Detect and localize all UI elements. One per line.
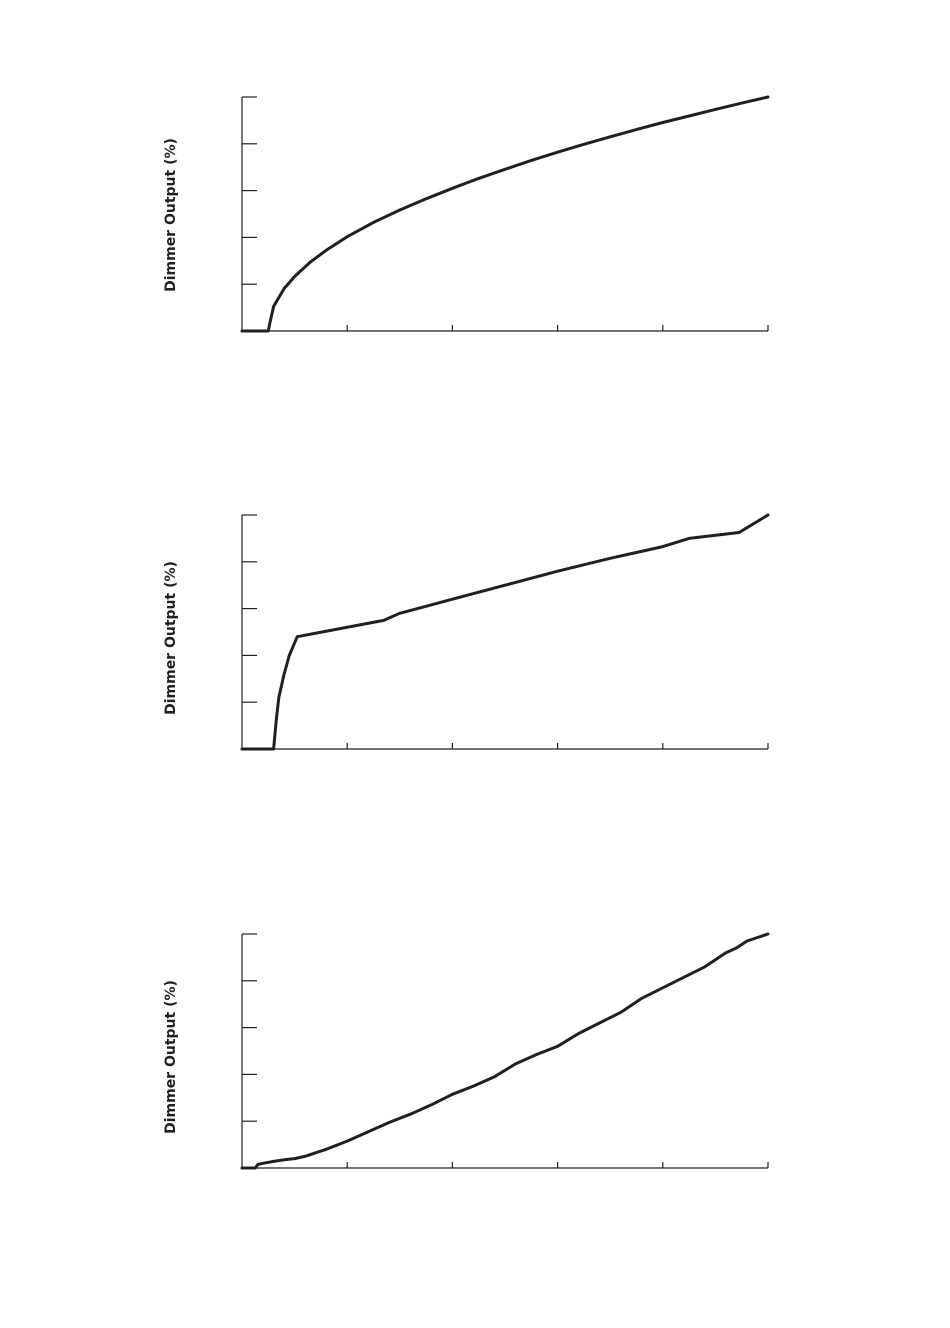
axis-ticks — [242, 933, 769, 1168]
axis-ticks — [242, 96, 769, 331]
y-axis-label: Dimmer Output (%) — [163, 138, 179, 292]
chart-1: Dimmer Output (%) — [163, 95, 770, 333]
chart-2: Dimmer Output (%) — [163, 513, 770, 751]
series-line — [240, 932, 770, 1170]
axes-frame — [241, 934, 768, 1169]
series-layer — [240, 932, 770, 1170]
y-axis-label: Dimmer Output (%) — [163, 980, 179, 1134]
series-layer — [240, 95, 770, 333]
series-layer — [240, 513, 770, 751]
series-line — [240, 513, 770, 751]
y-axis-label: Dimmer Output (%) — [163, 561, 179, 715]
axes-frame — [241, 97, 768, 332]
axis-ticks — [242, 514, 769, 749]
series-line — [240, 95, 770, 333]
chart-3: Dimmer Output (%) — [163, 932, 770, 1170]
